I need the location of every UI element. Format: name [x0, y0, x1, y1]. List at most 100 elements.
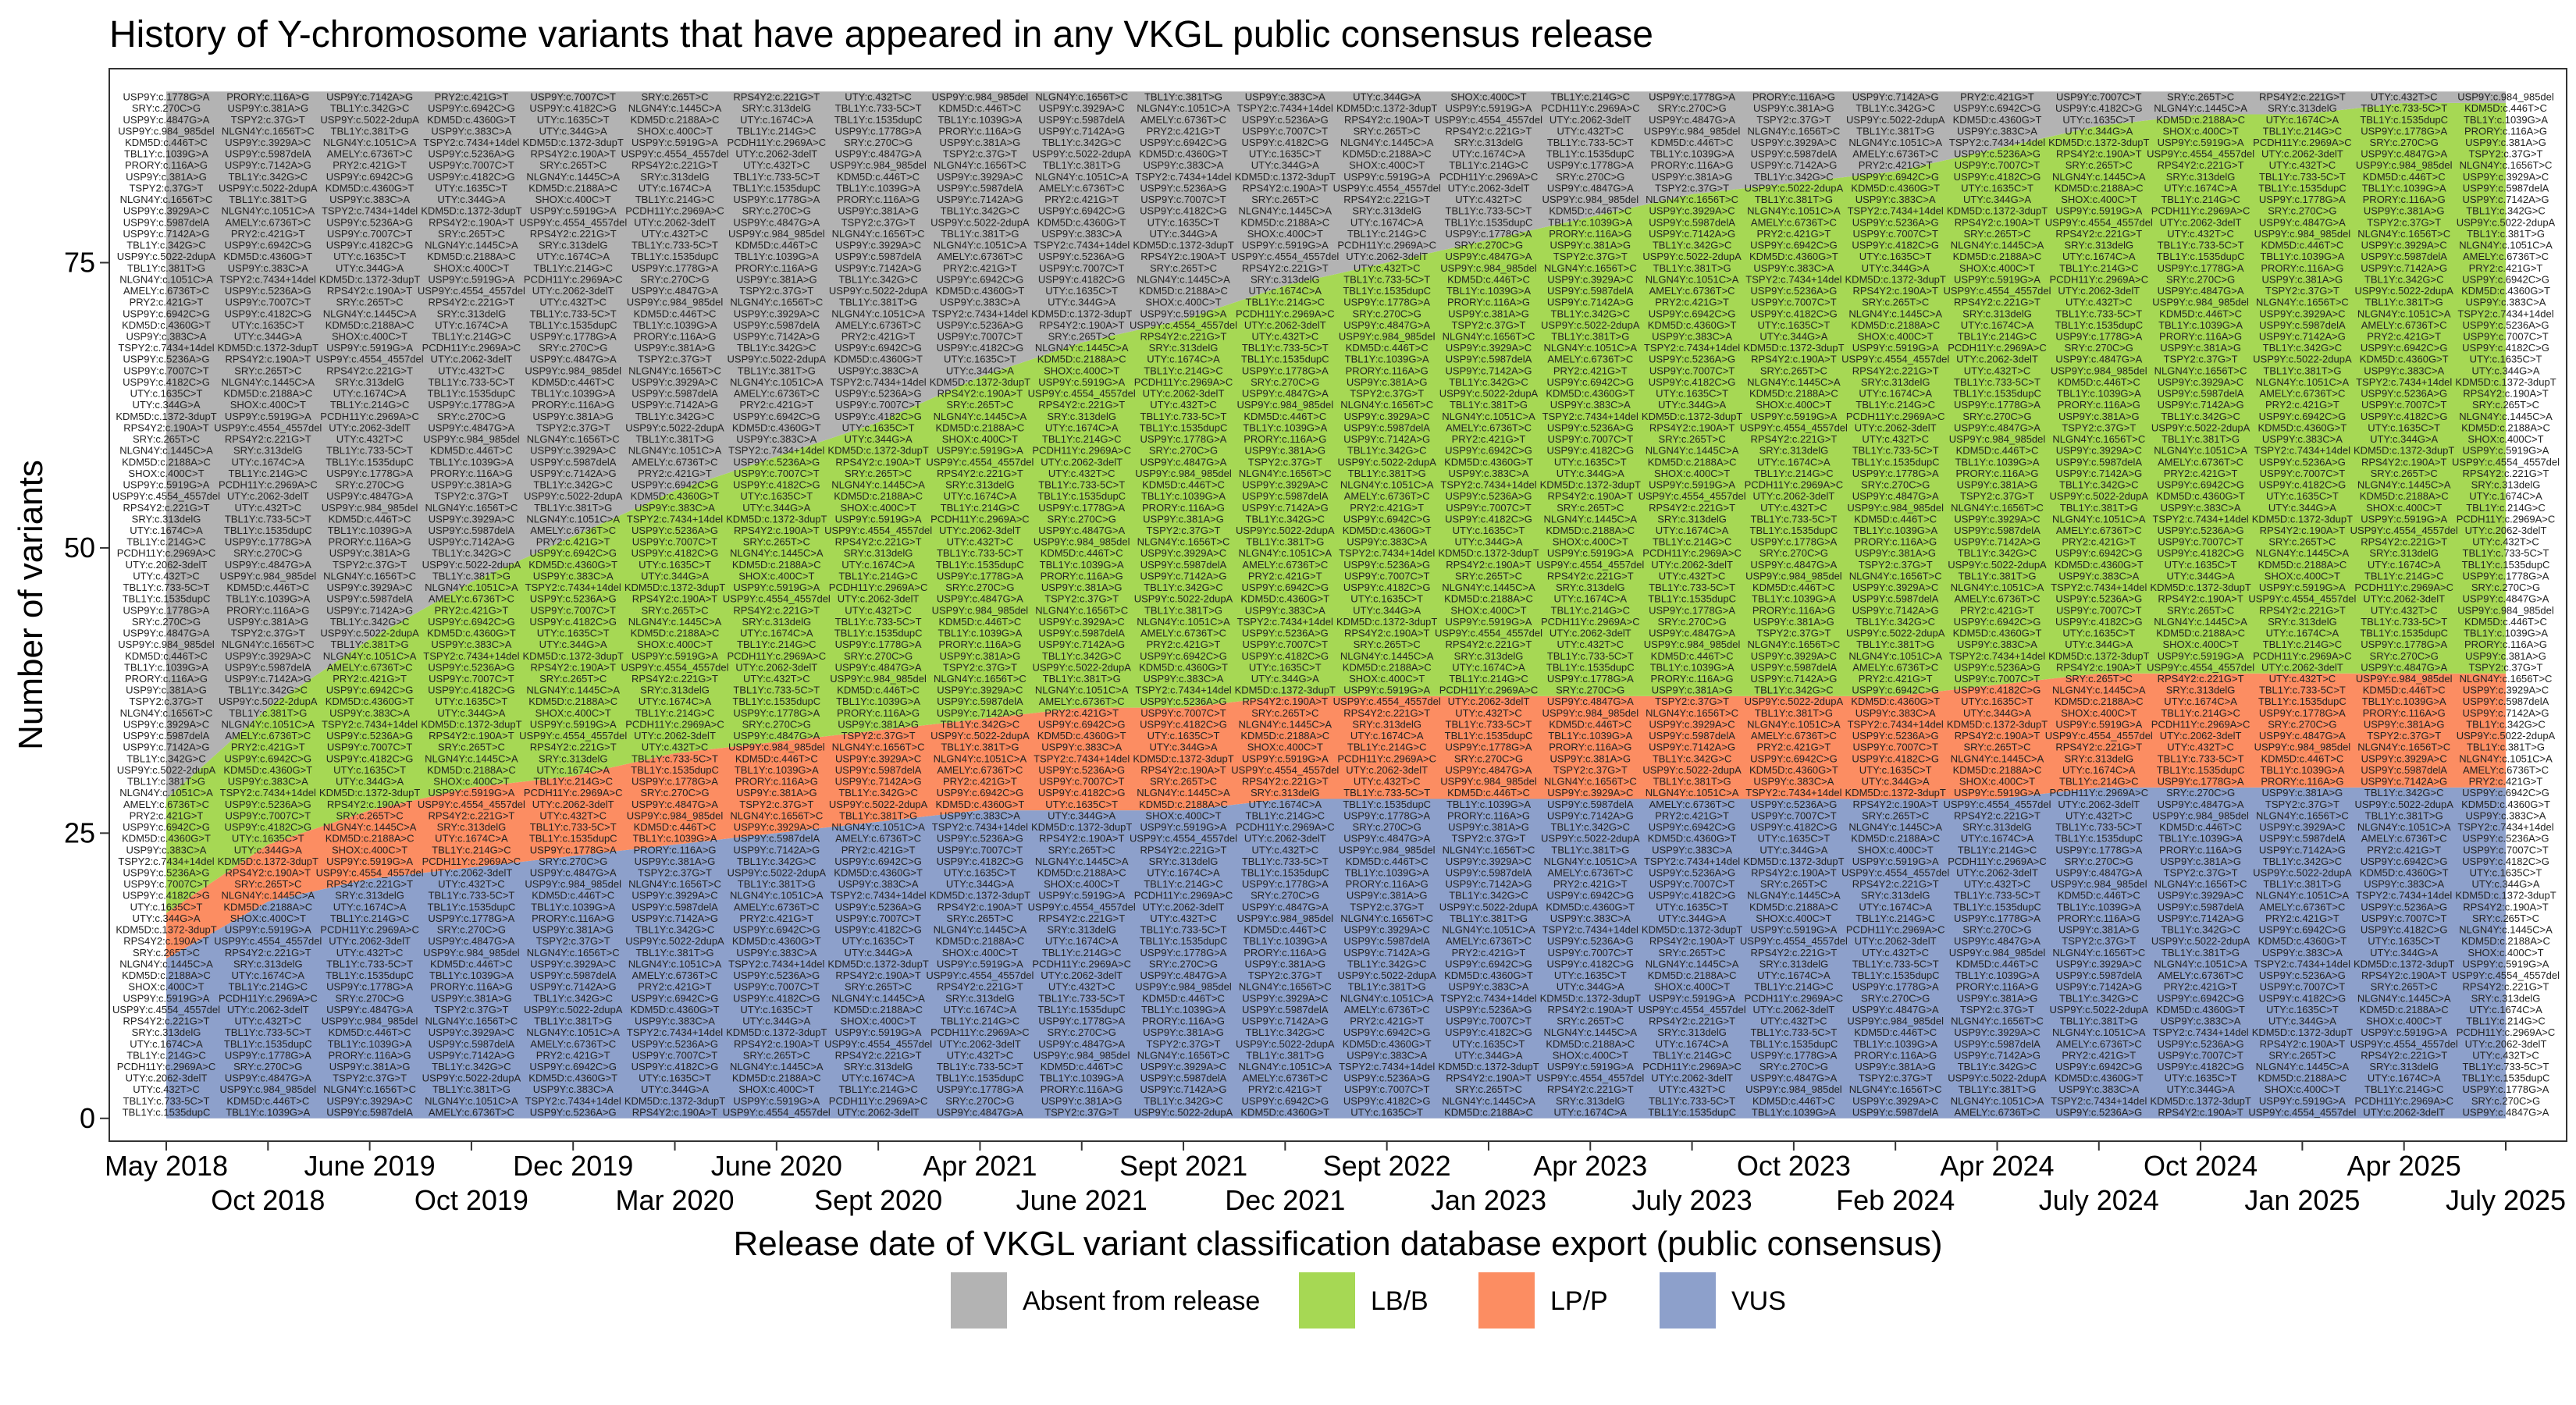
variant-label: TBL1Y:c.733-5C>T [2158, 240, 2244, 251]
variant-label: PRORY:c.116A>G [2058, 399, 2140, 411]
variant-label: KDM5D:c.4360G>T [2360, 354, 2449, 365]
variant-label: UTY:c.344G>A [1557, 981, 1624, 993]
variant-label: UTY:c.2062-3delT [1855, 935, 1937, 947]
variant-label: KDM5D:c.446T>C [2159, 308, 2242, 319]
variant-label: NLGN4Y:c.1445C>A [1543, 513, 1637, 525]
variant-label: AMELY:c.6736T>C [225, 730, 311, 742]
variant-label: SRY:c.265T>C [946, 912, 1013, 924]
variant-label: USP9Y:c.984_985del [2051, 365, 2147, 376]
variant-label: UTY:c.344G>A [2065, 125, 2133, 137]
variant-label: TBL1Y:c.1535dupC [428, 901, 516, 912]
variant-label: USP9Y:c.6942C>G [1546, 890, 1634, 902]
variant-label: USP9Y:c.5987delA [1343, 935, 1430, 947]
variant-label: USP9Y:c.7142A>G [2361, 262, 2447, 274]
variant-label: USP9Y:c.984_985del [1644, 125, 1741, 137]
variant-label: SHOX:c.400C>T [1553, 536, 1628, 548]
variant-label: USP9Y:c.383C>A [1245, 91, 1325, 103]
variant-label: TBL1Y:c.214G>C [330, 399, 410, 411]
variant-label: SRY:c.270C>G [437, 924, 506, 936]
variant-label: TSPY2:c.7434+14del [1034, 752, 1130, 764]
variant-label: UTY:c.432T>C [1048, 468, 1115, 479]
variant-label: USP9Y:c.1778G>A [632, 776, 718, 788]
variant-label: TSPY2:c.37G>T [434, 1004, 508, 1016]
variant-label: UTY:c.2062-3delT [1448, 695, 1530, 707]
variant-label: USP9Y:c.7007C>T [1649, 878, 1735, 890]
variant-label: PRY2:c.421G>T [739, 912, 813, 924]
variant-label: PCDH11Y:c.2969A>C [219, 479, 318, 491]
variant-label: PCDH11Y:c.2969A>C [1337, 752, 1436, 764]
variant-label: USP9Y:c.1778G>A [530, 844, 617, 855]
variant-label: TBL1Y:c.214G>C [126, 536, 206, 548]
variant-label: PCDH11Y:c.2969A>C [2457, 1026, 2556, 1038]
variant-label: USP9Y:c.381A>G [1550, 752, 1631, 764]
variant-label: TBL1Y:c.214G>C [330, 912, 410, 924]
variant-label: USP9Y:c.381A>G [2465, 650, 2546, 662]
variant-label: PRORY:c.116A>G [1651, 159, 1734, 171]
variant-label: NLGN4Y:c.1656T>C [1035, 91, 1128, 103]
variant-label: TBL1Y:c.1039G>A [632, 833, 717, 845]
variant-label: TBL1Y:c.214G>C [2059, 262, 2139, 274]
variant-label: UTY:c.432T>C [2065, 297, 2133, 308]
variant-label: TBL1Y:c.1039G>A [1752, 1107, 1836, 1119]
variant-label: SRY:c.313delG [1047, 924, 1116, 936]
variant-label: USP9Y:c.4554_4557del [112, 1004, 220, 1016]
variant-label: SRY:c.313delG [335, 890, 404, 902]
variant-label: USP9Y:c.984_985del [1949, 947, 2046, 959]
variant-label: USP9Y:c.5919G>A [2259, 582, 2346, 593]
variant-label: UTY:c.2062-3delT [1346, 251, 1428, 262]
variant-label: TBL1Y:c.1535dupC [2258, 695, 2347, 707]
variant-label: SRY:c.270C>G [1962, 411, 2031, 422]
variant-label: SHOX:c.400C>T [1450, 91, 1526, 103]
variant-label: TBL1Y:c.733-5C>T [530, 308, 617, 319]
variant-label: USP9Y:c.1778G>A [1547, 673, 1634, 685]
variant-label: USP9Y:c.381A>G [1244, 958, 1325, 969]
variant-label: NLGN4Y:c.1445C>A [1951, 752, 2044, 764]
variant-label: PCDH11Y:c.2969A>C [728, 137, 827, 148]
variant-label: TBL1Y:c.1039G>A [429, 969, 514, 981]
variant-label: USP9Y:c.7007C>T [530, 604, 616, 616]
variant-label: USP9Y:c.5022-2dupA [930, 730, 1030, 742]
variant-label: USP9Y:c.5236A>G [1242, 114, 1329, 126]
variant-label: USP9Y:c.5236A>G [2259, 969, 2346, 981]
variant-label: USP9Y:c.381A>G [2058, 924, 2140, 936]
variant-label: KDM5D:c.2188A>C [1749, 388, 1838, 400]
variant-label: USP9Y:c.381A>G [2364, 719, 2445, 731]
variant-label: USP9Y:c.4554_4557del [1536, 1072, 1644, 1084]
x-tick-label: Jan 2025 [2244, 1184, 2360, 1216]
variant-label: NLGN4Y:c.1051C>A [831, 821, 925, 833]
variant-label: TBL1Y:c.214G>C [1551, 604, 1631, 616]
variant-label: USP9Y:c.381A>G [940, 137, 1021, 148]
variant-label: SRY:c.270C>G [437, 411, 506, 422]
variant-label: TBL1Y:c.214G>C [1144, 365, 1223, 376]
variant-label: PRY2:c.421G>T [1757, 228, 1831, 240]
variant-label: USP9Y:c.381A>G [1855, 1061, 1936, 1072]
variant-label: USP9Y:c.5236A>G [2361, 901, 2447, 912]
variant-label: KDM5D:c.1372-3dupT [1336, 102, 1437, 114]
variant-label: PCDH11Y:c.2969A>C [1745, 992, 1844, 1004]
variant-label: USP9Y:c.984_985del [932, 604, 1029, 616]
variant-label: USP9Y:c.4182C>G [2157, 1061, 2244, 1072]
variant-label: PRORY:c.116A>G [1752, 604, 1835, 616]
variant-label: USP9Y:c.7007C>T [938, 844, 1023, 855]
variant-label: TSPY2:c.37G>T [2367, 730, 2441, 742]
variant-label: USP9Y:c.5987delA [2361, 764, 2447, 776]
variant-label: SHOX:c.400C>T [1756, 399, 1831, 411]
variant-label: USP9Y:c.5987delA [1649, 216, 1735, 228]
variant-label: UTY:c.432T>C [2371, 91, 2438, 103]
variant-label: NLGN4Y:c.1051C>A [425, 582, 518, 593]
variant-label: RPS4Y2:c.190A>T [1243, 183, 1329, 194]
variant-label: TBL1Y:c.342G>C [330, 102, 410, 114]
variant-label: USP9Y:c.4554_4557del [214, 422, 322, 433]
variant-label: NLGN4Y:c.1051C>A [1137, 102, 1230, 114]
variant-label: USP9Y:c.7142A>G [123, 742, 210, 753]
variant-label: TSPY2:c.37G>T [638, 354, 712, 365]
variant-label: USP9Y:c.5919G>A [1852, 855, 1939, 867]
variant-label: SHOX:c.400C>T [1349, 673, 1425, 685]
variant-label: TBL1Y:c.381T>G [331, 638, 409, 650]
variant-label: NLGN4Y:c.1445C>A [2154, 102, 2247, 114]
variant-label: SHOX:c.400C>T [942, 433, 1018, 445]
variant-label: UTY:c.2062-3delT [939, 525, 1021, 536]
variant-label: TSPY2:c.37G>T [1451, 833, 1525, 845]
variant-label: KDM5D:c.2188A>C [122, 456, 211, 468]
variant-label: AMELY:c.6736T>C [2259, 388, 2345, 400]
